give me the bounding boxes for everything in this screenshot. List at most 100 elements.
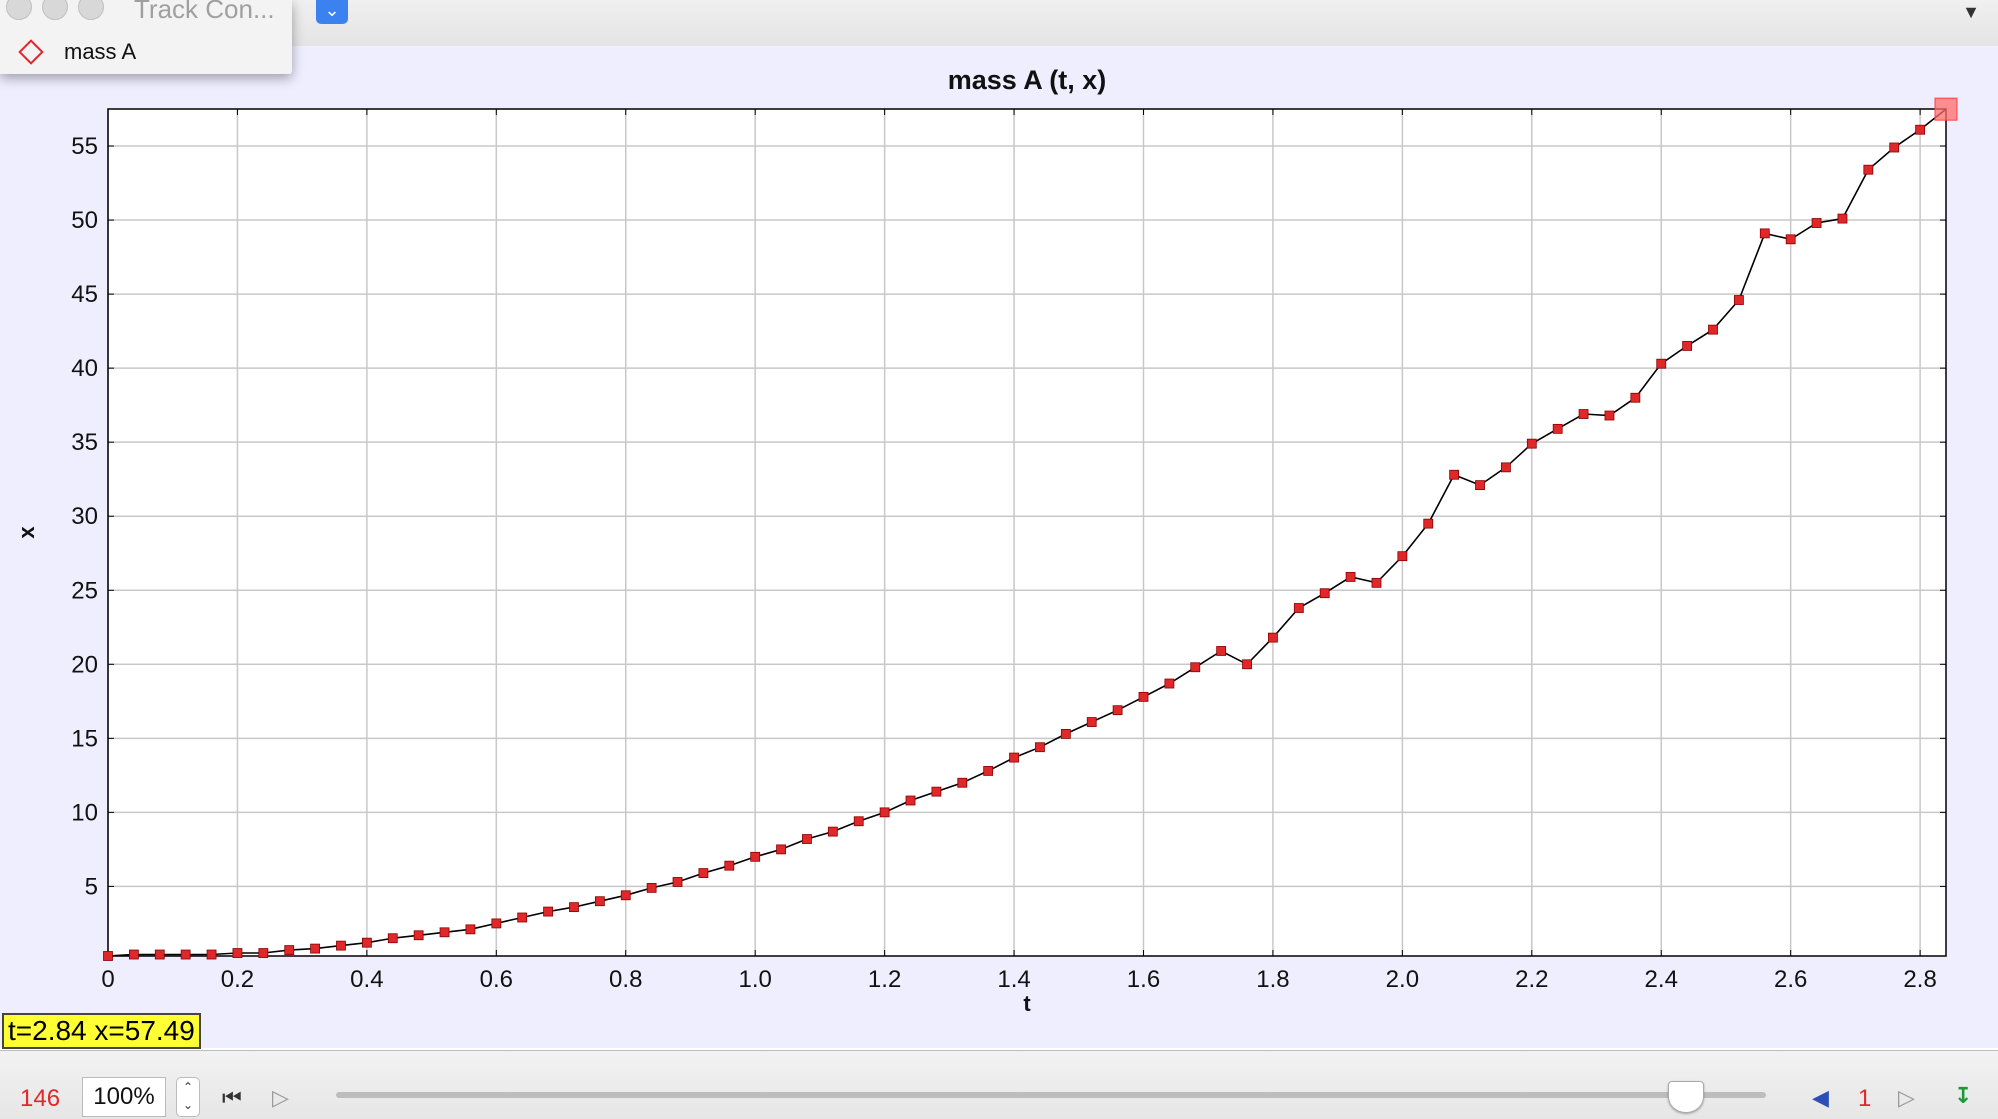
data-point[interactable]: [983, 766, 994, 776]
data-point[interactable]: [1863, 164, 1874, 175]
selected-data-point[interactable]: [1934, 97, 1958, 121]
data-point[interactable]: [750, 851, 761, 862]
data-point[interactable]: [154, 949, 165, 960]
data-point[interactable]: [931, 786, 942, 797]
frame-slider-thumb[interactable]: [1668, 1081, 1704, 1113]
data-point[interactable]: [1759, 228, 1770, 239]
data-point[interactable]: [1319, 588, 1330, 599]
data-point[interactable]: [1190, 662, 1201, 673]
track-item-mass-a[interactable]: mass A: [18, 36, 136, 68]
data-point[interactable]: [128, 949, 139, 960]
data-point[interactable]: [1345, 572, 1356, 582]
window-zoom-icon[interactable]: [78, 0, 104, 20]
data-point[interactable]: [258, 948, 269, 958]
data-point[interactable]: [1475, 480, 1485, 491]
data-point[interactable]: [232, 948, 243, 958]
data-point[interactable]: [1630, 392, 1641, 403]
data-point[interactable]: [1009, 752, 1019, 763]
data-point[interactable]: [206, 949, 217, 960]
data-point[interactable]: [1604, 410, 1615, 421]
data-point[interactable]: [491, 918, 502, 929]
data-point[interactable]: [802, 834, 812, 844]
data-point[interactable]: [1682, 341, 1693, 351]
data-point[interactable]: [1915, 124, 1926, 135]
data-point[interactable]: [1242, 659, 1252, 670]
data-point[interactable]: [1501, 462, 1511, 473]
y-tick-label: 40: [71, 355, 98, 382]
data-point[interactable]: [672, 877, 683, 887]
data-point[interactable]: [620, 890, 631, 901]
data-point[interactable]: [1035, 742, 1045, 753]
data-point[interactable]: [465, 924, 476, 935]
reset-to-start-icon[interactable]: ⏮: [222, 1085, 242, 1110]
data-point[interactable]: [310, 943, 320, 954]
data-point[interactable]: [1552, 423, 1563, 434]
data-point[interactable]: [1578, 409, 1589, 419]
x-tick-label: 0: [101, 966, 114, 993]
data-point[interactable]: [569, 902, 579, 913]
data-point[interactable]: [1138, 691, 1149, 702]
data-point[interactable]: [1708, 324, 1718, 335]
data-point[interactable]: [1397, 551, 1408, 562]
data-point[interactable]: [1371, 577, 1382, 588]
data-point[interactable]: [543, 906, 553, 917]
step-back-icon[interactable]: ◀: [1812, 1085, 1829, 1110]
data-point[interactable]: [284, 945, 295, 955]
data-point[interactable]: [1086, 717, 1097, 727]
data-point[interactable]: [387, 933, 398, 944]
chart-title: mass A (t, x): [948, 65, 1107, 95]
data-point[interactable]: [1656, 358, 1667, 369]
y-tick-label: 50: [71, 207, 98, 234]
data-point[interactable]: [594, 896, 605, 907]
x-axis-label: t: [1023, 991, 1031, 1016]
data-point[interactable]: [439, 927, 450, 938]
loop-icon[interactable]: ↧: [1954, 1083, 1973, 1108]
data-point[interactable]: [413, 930, 424, 941]
step-size[interactable]: 1: [1858, 1085, 1872, 1112]
window-close-icon[interactable]: [6, 0, 32, 20]
data-point[interactable]: [1216, 646, 1227, 656]
data-point[interactable]: [1785, 234, 1796, 245]
data-point[interactable]: [361, 937, 372, 948]
data-point[interactable]: [517, 912, 528, 923]
zoom-field[interactable]: 100%: [82, 1077, 166, 1117]
data-point[interactable]: [1449, 469, 1460, 480]
data-point[interactable]: [336, 940, 346, 951]
data-point[interactable]: [1734, 295, 1744, 305]
data-point[interactable]: [1423, 518, 1434, 529]
x-tick-label: 2.0: [1386, 966, 1419, 993]
menu-chevron-icon[interactable]: ▼: [1962, 2, 1980, 22]
x-tick-label: 2.8: [1903, 966, 1936, 993]
data-point[interactable]: [1889, 142, 1900, 153]
data-point[interactable]: [698, 868, 709, 878]
data-point[interactable]: [1268, 632, 1278, 643]
data-point[interactable]: [1837, 213, 1848, 224]
data-point[interactable]: [646, 882, 657, 893]
data-point[interactable]: [103, 951, 113, 961]
data-point[interactable]: [1526, 438, 1537, 449]
data-point[interactable]: [853, 816, 864, 827]
data-point[interactable]: [1811, 218, 1822, 228]
data-point[interactable]: [1112, 705, 1123, 716]
frame-slider-track[interactable]: [336, 1092, 1766, 1098]
y-tick-label: 25: [71, 577, 98, 604]
data-point[interactable]: [957, 777, 968, 788]
step-forward-icon[interactable]: ▷: [1898, 1085, 1915, 1110]
data-point[interactable]: [180, 949, 191, 960]
play-icon[interactable]: ▷: [272, 1085, 289, 1110]
data-point[interactable]: [827, 826, 838, 837]
chart[interactable]: 0 0.2 0.4 0.6 0.8 1.0 1.2 1.4 1.6 1.8 2.0 2.2 2.4 2.6…: [0, 46, 1998, 1048]
data-point[interactable]: [776, 844, 786, 855]
data-point[interactable]: [1060, 728, 1071, 739]
y-tick-label: 10: [71, 799, 98, 826]
data-point[interactable]: [1164, 678, 1175, 689]
data-point[interactable]: [1293, 603, 1304, 613]
zoom-stepper[interactable]: ⌃ ⌄: [176, 1077, 200, 1117]
data-point[interactable]: [879, 807, 890, 818]
window-minimize-icon[interactable]: [42, 0, 68, 20]
data-markers[interactable]: [103, 97, 1958, 961]
track-selector-button[interactable]: ⌄: [316, 0, 348, 24]
frame-number[interactable]: 146: [20, 1085, 61, 1112]
data-point[interactable]: [724, 860, 735, 871]
data-point[interactable]: [905, 795, 916, 806]
